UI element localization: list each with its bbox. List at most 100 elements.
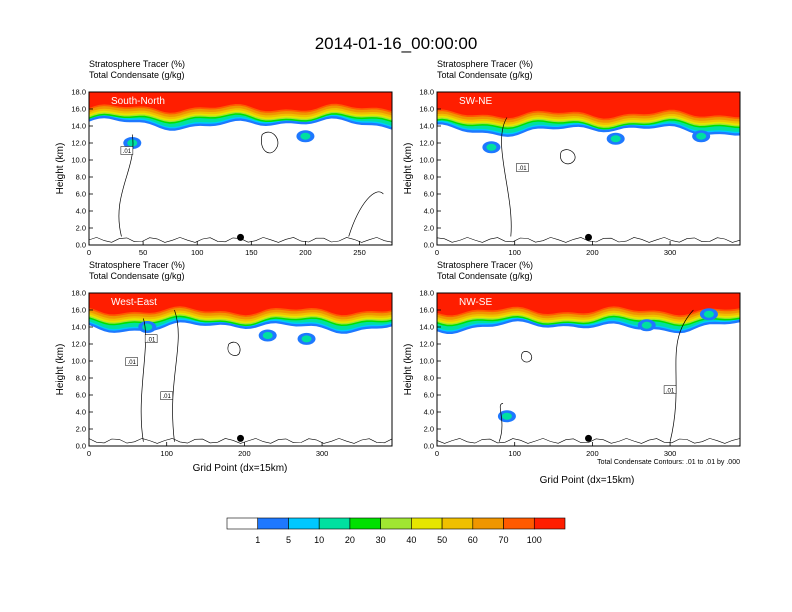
colorbar-swatch (411, 517, 443, 530)
condensate-contour (560, 149, 576, 165)
contour-label: .01 (516, 163, 529, 172)
header-condensate: Total Condensate (g/kg) (437, 271, 533, 281)
x-tick-label: 300 (316, 449, 329, 458)
y-tick-label: 12.0 (419, 340, 434, 349)
colorbar-label: 1 (255, 535, 260, 545)
tracer-intrusion-core (262, 332, 273, 339)
condensate-contour (172, 309, 179, 442)
y-tick-label: 8.0 (76, 374, 86, 383)
condensate-contour (669, 309, 694, 442)
svg-text:.01: .01 (666, 388, 675, 394)
panel-label: SW-NE (459, 96, 492, 107)
colorbar-label: 30 (376, 535, 386, 545)
x-tick-label: 50 (139, 248, 147, 257)
tracer-intrusion-core (501, 412, 512, 420)
colorbar-label: 20 (345, 535, 355, 545)
y-tick-label: 16.0 (419, 105, 434, 114)
colorbar-swatch (349, 517, 381, 530)
condensate-contour (227, 341, 241, 356)
plot-frame (436, 292, 741, 447)
y-tick-label: 18.0 (71, 289, 86, 298)
y-tick-label: 16.0 (419, 306, 434, 315)
colorbar-swatch (472, 517, 504, 530)
tracer-intrusion-core (301, 335, 312, 343)
contour-info: Total Condensate Contours: .01 to .01 by… (597, 459, 740, 466)
x-tick-label: 200 (586, 248, 599, 257)
condensate-contour (118, 134, 134, 237)
y-tick-label: 6.0 (76, 190, 86, 199)
plot-frame (88, 292, 393, 447)
x-tick-label: 0 (435, 449, 439, 458)
location-marker (237, 233, 244, 241)
colorbar-label: 40 (406, 535, 416, 545)
figure-title: 2014-01-16_00:00:00 (315, 34, 478, 53)
y-tick-label: 10.0 (71, 156, 86, 165)
y-tick-label: 8.0 (424, 374, 434, 383)
tracer-intrusion-core (486, 143, 497, 151)
x-tick-label: 250 (353, 248, 366, 257)
y-tick-label: 12.0 (71, 139, 86, 148)
condensate-contour (140, 318, 146, 442)
colorbar-swatch (533, 517, 566, 530)
location-marker (237, 434, 244, 442)
y-tick-label: 6.0 (424, 190, 434, 199)
svg-text:.01: .01 (163, 394, 172, 400)
header-condensate: Total Condensate (g/kg) (89, 271, 185, 281)
y-tick-label: 8.0 (424, 173, 434, 182)
x-tick-label: 100 (191, 248, 204, 257)
y-tick-label: 18.0 (71, 88, 86, 97)
y-tick-label: 2.0 (424, 224, 434, 233)
x-tick-label: 200 (586, 449, 599, 458)
y-tick-label: 14.0 (419, 122, 434, 131)
tracer-intrusion-core (300, 132, 311, 140)
y-tick-label: 0.0 (424, 442, 434, 451)
contour-label: .01 (125, 357, 138, 366)
y-tick-label: 12.0 (71, 340, 86, 349)
y-tick-label: 2.0 (76, 224, 86, 233)
colorbar-label: 100 (527, 535, 542, 545)
y-tick-label: 2.0 (424, 425, 434, 434)
y-tick-label: 2.0 (76, 425, 86, 434)
y-tick-label: 4.0 (76, 408, 86, 417)
y-tick-label: 16.0 (71, 306, 86, 315)
colorbar-swatch (503, 517, 535, 530)
y-axis-label: Height (km) (403, 344, 414, 396)
colorbar-swatch (288, 517, 320, 530)
colorbar-label: 70 (499, 535, 509, 545)
x-tick-label: 0 (87, 248, 91, 257)
x-axis-label-left: Grid Point (dx=15km) (193, 463, 288, 474)
y-tick-label: 14.0 (71, 122, 86, 131)
y-tick-label: 10.0 (419, 156, 434, 165)
condensate-contour (521, 351, 533, 363)
header-condensate: Total Condensate (g/kg) (437, 70, 533, 80)
svg-text:.01: .01 (128, 360, 137, 366)
y-tick-label: 4.0 (424, 408, 434, 417)
x-tick-label: 0 (435, 248, 439, 257)
contour-label: .01 (663, 385, 677, 394)
colorbar-label: 5 (286, 535, 291, 545)
colorbar-swatch (226, 517, 259, 530)
y-axis-label: Height (km) (55, 143, 66, 195)
surface-contour (89, 438, 392, 444)
y-axis-label: Height (km) (55, 344, 66, 396)
header-tracer: Stratosphere Tracer (%) (437, 59, 533, 69)
y-tick-label: 8.0 (76, 173, 86, 182)
condensate-contour (501, 117, 512, 237)
y-tick-label: 0.0 (424, 241, 434, 250)
colorbar-label: 50 (437, 535, 447, 545)
surface-contour (437, 237, 740, 243)
y-tick-label: 14.0 (71, 323, 86, 332)
panel-sw-ne: .01 SW-NE Stratosphere Tracer (%)Total Con… (403, 59, 741, 257)
y-tick-label: 18.0 (419, 289, 434, 298)
tracer-band (437, 92, 740, 119)
header-tracer: Stratosphere Tracer (%) (437, 260, 533, 270)
colorbar-label: 60 (468, 535, 478, 545)
svg-text:.01: .01 (147, 337, 156, 343)
header-condensate: Total Condensate (g/kg) (89, 70, 185, 80)
location-marker (585, 434, 592, 442)
x-tick-label: 300 (664, 248, 677, 257)
panel-west-east: .01 .01 .01 West-East Stratosphere Tracer (%… (55, 260, 393, 458)
y-tick-label: 10.0 (419, 357, 434, 366)
y-tick-label: 10.0 (71, 357, 86, 366)
tracer-intrusion-core (641, 321, 652, 329)
